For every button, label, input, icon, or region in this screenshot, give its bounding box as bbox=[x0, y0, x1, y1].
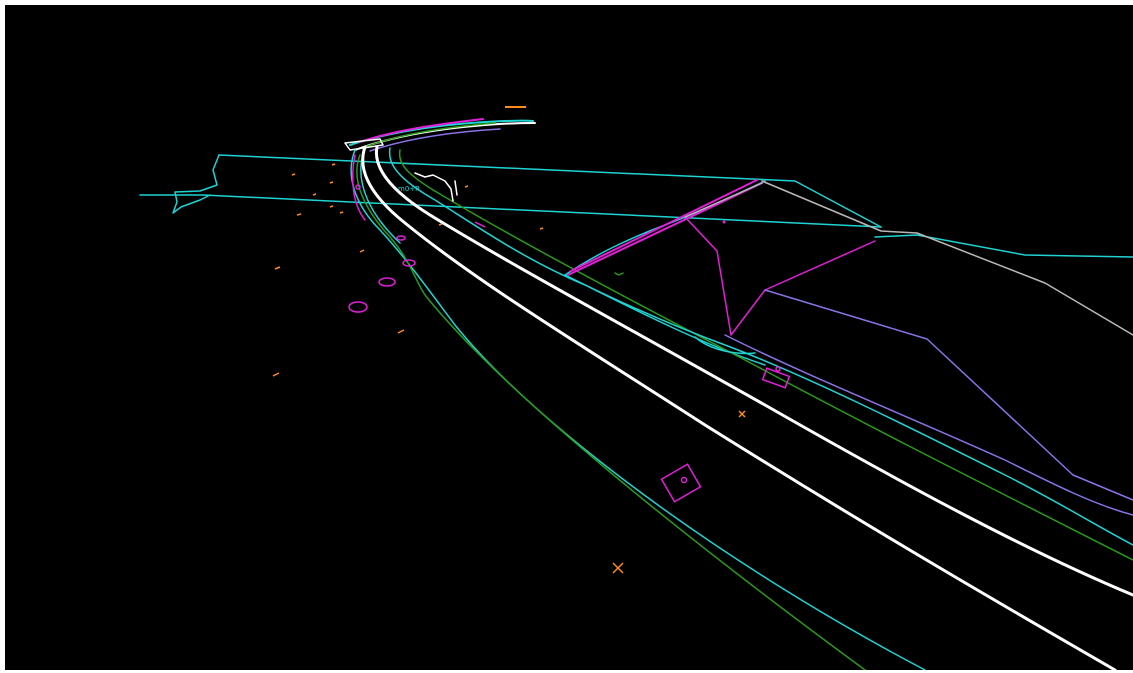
orange-tick-9 bbox=[291, 173, 296, 176]
distant-green-curve bbox=[364, 122, 496, 148]
orange-tick-2 bbox=[397, 329, 405, 334]
orange-tick-4 bbox=[296, 213, 302, 216]
orange-tick-8 bbox=[359, 249, 365, 253]
orange-tick-13 bbox=[539, 227, 544, 230]
magenta-slope-outline bbox=[684, 216, 876, 336]
purple-line-outer bbox=[764, 289, 1133, 501]
cad-3d-viewport[interactable]: m0+R bbox=[5, 5, 1133, 670]
distant-white-fence bbox=[344, 138, 384, 151]
magenta-left-rim bbox=[351, 154, 366, 221]
magenta-short-stub bbox=[474, 221, 486, 228]
orange-tick-5 bbox=[312, 193, 317, 196]
left-green-edge bbox=[356, 154, 866, 670]
orange-x-mid-2 bbox=[738, 410, 746, 418]
magenta-pad-mid-dot bbox=[775, 366, 781, 372]
orange-tick-7 bbox=[339, 211, 344, 214]
white-lane-line-left bbox=[361, 145, 1117, 670]
magenta-ramp-line-1 bbox=[567, 182, 763, 276]
cyan-cross-line-upper bbox=[218, 154, 882, 228]
orange-survey-markers bbox=[272, 163, 746, 574]
orange-x-large-2 bbox=[612, 562, 624, 574]
right-cyan-bump bbox=[694, 336, 756, 355]
small-annotation-text: m0+R bbox=[398, 185, 420, 193]
magenta-ring-4 bbox=[396, 235, 406, 241]
magenta-structures bbox=[348, 154, 876, 503]
magenta-dot-left bbox=[355, 184, 361, 190]
road-edges bbox=[350, 145, 1133, 670]
left-cyan-edge-outer bbox=[350, 149, 926, 670]
orange-tick-11 bbox=[438, 223, 443, 226]
orange-tick-10 bbox=[329, 181, 334, 184]
distant-magenta-curve bbox=[359, 118, 484, 143]
gray-left-ridge bbox=[684, 182, 763, 218]
orange-tick-3 bbox=[274, 266, 281, 270]
magenta-ring-1 bbox=[348, 301, 368, 313]
magenta-ramp-line-2 bbox=[570, 179, 758, 272]
magenta-pad-near-dot bbox=[680, 476, 688, 484]
cyan-far-right-line bbox=[874, 234, 1133, 258]
magenta-ring-3 bbox=[402, 259, 416, 267]
left-cyan-edge-inner bbox=[360, 154, 401, 244]
magenta-dot-small bbox=[722, 220, 726, 224]
orange-tick-6 bbox=[329, 205, 334, 208]
right-cyan-edge-outer bbox=[564, 274, 1133, 546]
magenta-ring-2 bbox=[378, 277, 396, 287]
distant-geometry-cluster bbox=[344, 106, 536, 152]
gray-upper-ridge bbox=[761, 180, 1133, 336]
white-lane-line-right bbox=[374, 145, 1133, 597]
purple-line-inner bbox=[724, 334, 1133, 516]
white-detail-squiggle bbox=[414, 172, 458, 202]
magenta-pad-mid bbox=[761, 367, 791, 389]
distant-purple-curve bbox=[369, 128, 501, 152]
right-cyan-edge-inner bbox=[388, 147, 766, 366]
orange-tick-12 bbox=[464, 185, 469, 188]
cyan-cross-section-lines bbox=[139, 154, 1133, 258]
cyan-left-flag bbox=[172, 154, 220, 214]
green-tick bbox=[614, 272, 624, 276]
right-green-edge bbox=[398, 149, 1133, 561]
road-wireframe-scene[interactable]: m0+R bbox=[5, 5, 1133, 670]
gray-terrain-outline bbox=[414, 172, 1133, 336]
magenta-pad-near bbox=[660, 463, 702, 503]
green-markers bbox=[614, 272, 624, 276]
orange-tick-14 bbox=[331, 163, 336, 166]
orange-tick-1 bbox=[272, 372, 280, 377]
cyan-cross-line-lower bbox=[139, 194, 882, 228]
purple-slope-lines bbox=[724, 289, 1133, 516]
